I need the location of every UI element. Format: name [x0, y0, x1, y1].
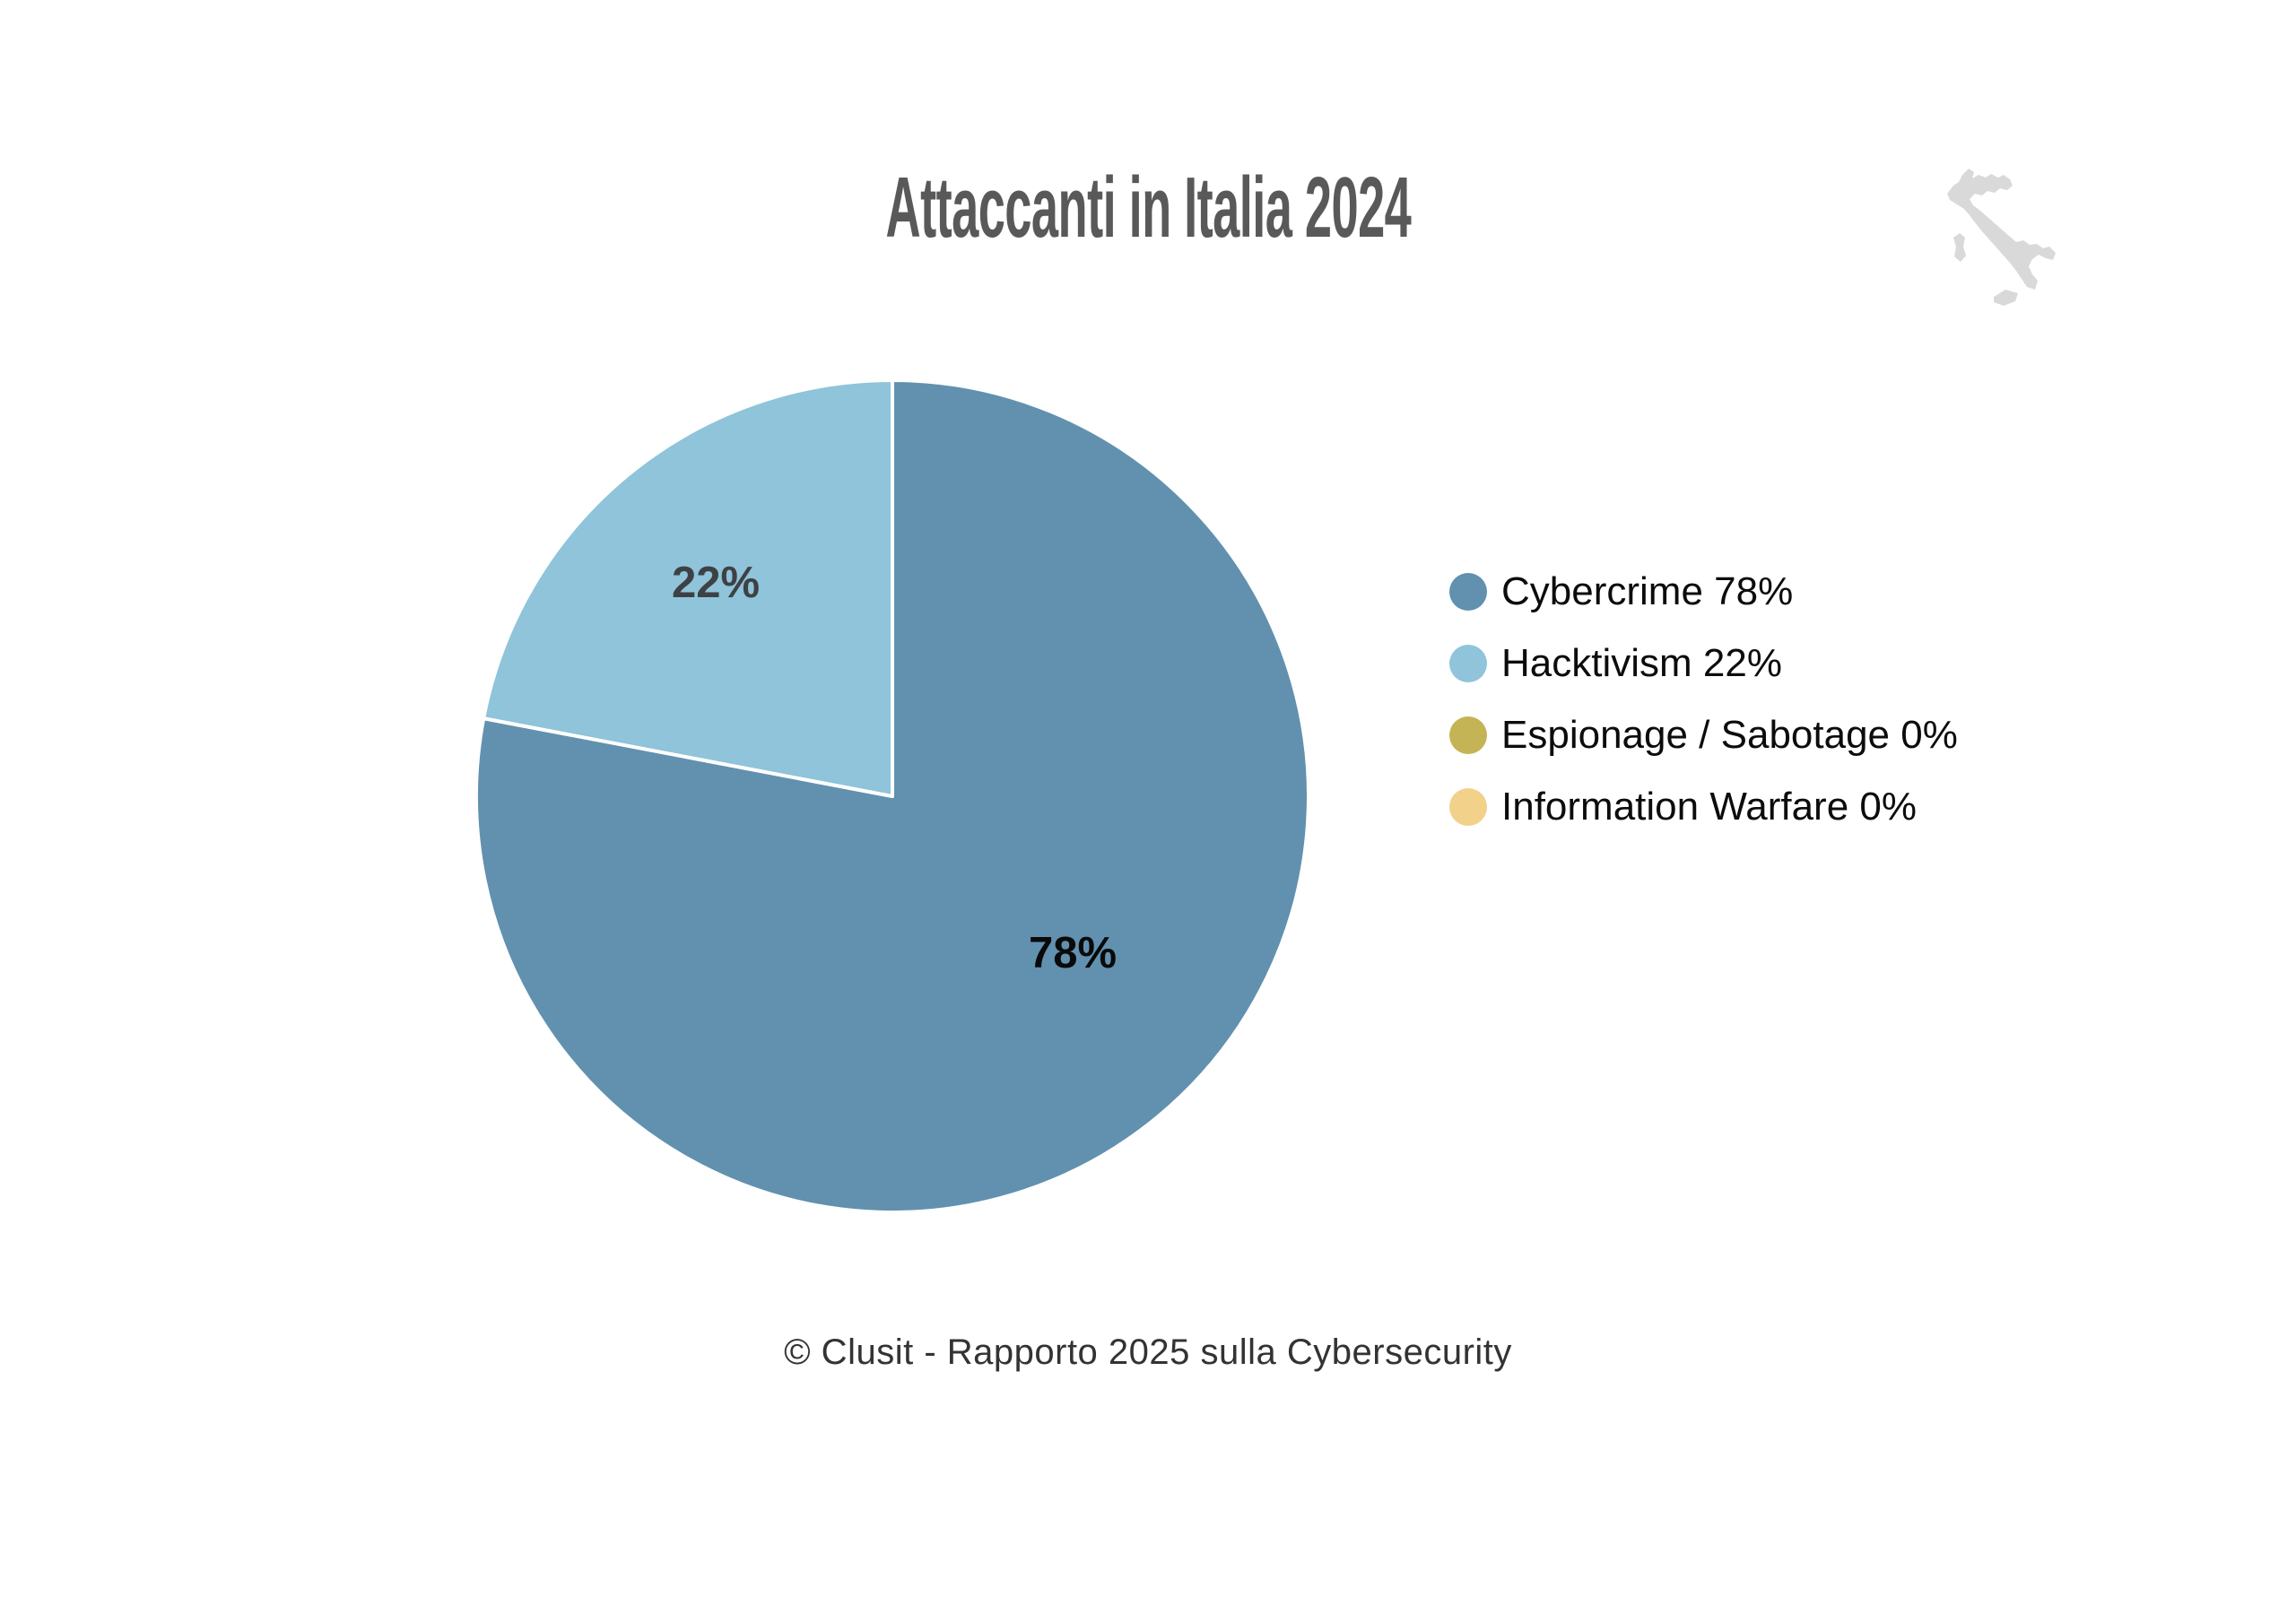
legend-label: Information Warfare 0% — [1501, 785, 1917, 829]
italy-map-icon — [1947, 169, 2056, 306]
chart-title: Attaccanti in Italia 2024 — [885, 160, 1411, 256]
legend-item-espionage-sabotage-0: Espionage / Sabotage 0% — [1449, 713, 1958, 757]
copyright-footer: © Clusit - Rapporto 2025 sulla Cybersecu… — [784, 1332, 1512, 1372]
legend-label: Espionage / Sabotage 0% — [1501, 713, 1958, 757]
italy-sardinia-shape — [1953, 233, 1966, 262]
legend-swatch-icon — [1449, 645, 1487, 682]
italy-map-shapes — [1947, 169, 2056, 306]
italy-sicily-shape — [1994, 290, 2018, 306]
legend-label: Cybercrime 78% — [1501, 569, 1794, 613]
slice-label-cybercrime: 78% — [1029, 929, 1117, 977]
legend-item-information-warfare-0: Information Warfare 0% — [1449, 785, 1958, 829]
legend-swatch-icon — [1449, 573, 1487, 611]
chart-legend: Cybercrime 78% Hacktivism 22% Espionage / … — [1449, 569, 1958, 860]
legend-item-cybercrime-78: Cybercrime 78% — [1449, 569, 1958, 613]
legend-item-hacktivism-22: Hacktivism 22% — [1449, 641, 1958, 685]
legend-swatch-icon — [1449, 716, 1487, 754]
pie-chart: 78% 22% — [474, 378, 1310, 1214]
pie-slice-cybercrime — [474, 378, 1310, 1214]
legend-label: Hacktivism 22% — [1501, 641, 1782, 685]
legend-swatch-icon — [1449, 788, 1487, 826]
slice-label-hacktivism: 22% — [672, 559, 760, 607]
italy-mainland-shape — [1947, 169, 2056, 290]
pie-slice-hacktivism — [482, 378, 894, 798]
